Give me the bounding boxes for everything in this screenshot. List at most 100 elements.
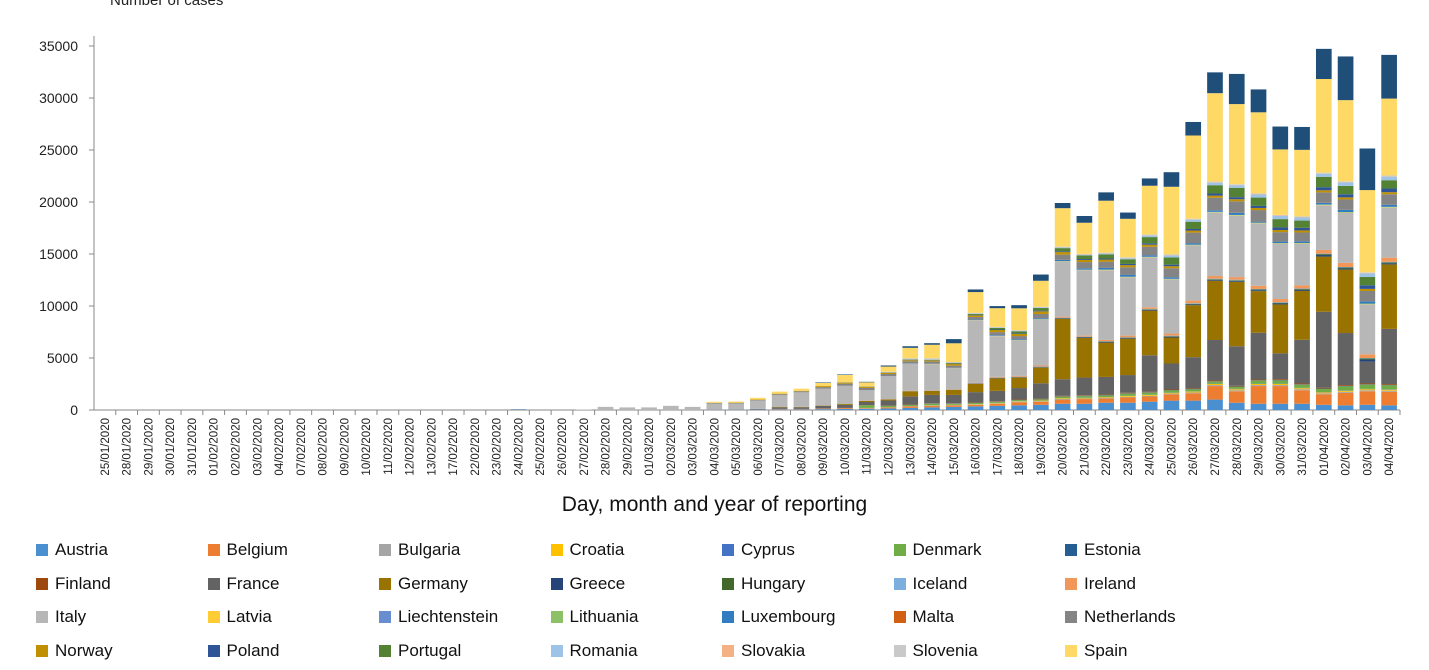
bar-segment [1033, 401, 1049, 405]
bar-segment [1207, 212, 1223, 277]
x-tick-label: 31/03/2020 [1297, 418, 1309, 476]
legend-label: Slovakia [741, 640, 806, 660]
bar-segment [902, 359, 919, 361]
bar-segment [1272, 303, 1289, 305]
bar-segment [1272, 304, 1289, 354]
bar-segment [1381, 175, 1397, 177]
bar-segment [1337, 267, 1354, 268]
bar-segment [1359, 301, 1376, 304]
bar-segment [1228, 390, 1245, 392]
x-tick-label: 05/03/2020 [731, 418, 743, 476]
x-tick-label: 28/03/2020 [1232, 418, 1244, 476]
bar-segment [880, 400, 897, 406]
bar-segment [510, 409, 527, 410]
bar-segment [945, 362, 962, 364]
bar-segment [1120, 393, 1136, 396]
x-tick-label: 17/02/2020 [448, 418, 460, 476]
bar-segment [1163, 279, 1180, 334]
bar-segment [1120, 338, 1136, 376]
bar-segment [1359, 384, 1376, 389]
legend-label: Germany [398, 573, 468, 593]
bar-segment [1120, 259, 1136, 264]
bar-segment [1033, 280, 1049, 307]
legend-swatch [379, 544, 391, 556]
bar-segment [1315, 254, 1332, 256]
bar-segment [1381, 328, 1397, 384]
bar-segment [1250, 386, 1267, 404]
bar-segment [750, 399, 766, 401]
bar-segment [1098, 267, 1114, 270]
bar-segment [1185, 393, 1202, 401]
bar-segment [1207, 278, 1223, 280]
bar-segment [575, 409, 592, 410]
legend-item: Netherlands [1065, 607, 1176, 627]
bar-segment [1294, 390, 1310, 404]
bar-segment [1163, 393, 1180, 395]
bar-segment [815, 409, 832, 410]
bar-segment [771, 394, 788, 396]
bar-segment [1315, 256, 1332, 312]
bar-segment [1207, 197, 1223, 211]
x-tick-label: 29/02/2020 [622, 418, 634, 476]
bar-segment [1033, 319, 1049, 366]
bar-segment [989, 405, 1006, 410]
legend-swatch [550, 644, 563, 657]
x-tick-label: 04/04/2020 [1384, 418, 1396, 476]
bar-segment [902, 360, 919, 362]
x-tick-label: 04/02/2020 [274, 418, 286, 476]
bar-segment [1120, 395, 1136, 397]
legend-item: Poland [207, 641, 279, 661]
bar-segment [924, 407, 940, 410]
bar-segment [1076, 395, 1093, 396]
x-tick-label: 15/03/2020 [949, 418, 961, 476]
bar-segment [1120, 263, 1136, 266]
bar-segment [945, 364, 962, 366]
legend-label: Portugal [398, 640, 462, 660]
legend-item: Estonia [1065, 540, 1141, 560]
x-tick-label: 04/03/2020 [709, 418, 721, 476]
bar-segment [1381, 257, 1397, 262]
bar-segment [1294, 227, 1310, 231]
bar-segment [1294, 217, 1310, 221]
bar-segment [1185, 391, 1202, 393]
bar-segment [837, 404, 853, 408]
x-tick-label: 14/03/2020 [927, 418, 939, 476]
y-tick-label: 30000 [39, 90, 78, 106]
bar-segment [1163, 257, 1180, 265]
bar-segment [1141, 237, 1158, 244]
bar-segment [1294, 384, 1310, 388]
x-tick-label: 02/04/2020 [1341, 418, 1353, 476]
bar-segment [1359, 285, 1376, 289]
bar-segment [858, 408, 875, 410]
bar-segment [619, 407, 636, 410]
bar-segment [967, 292, 984, 313]
bar-segment [1185, 388, 1202, 389]
bar-segment [858, 382, 875, 387]
bar-segment [1054, 399, 1071, 404]
legend-swatch [207, 577, 220, 590]
bar-segment [1337, 209, 1354, 213]
bar-segment [858, 400, 875, 402]
bar-segment [1337, 212, 1354, 213]
bar-segment [1228, 199, 1245, 202]
bar-segment [924, 394, 940, 404]
bar-segment [1163, 277, 1180, 279]
bar-segment [1207, 279, 1223, 281]
bar-segment [1141, 394, 1158, 396]
bar-segment [1141, 257, 1158, 308]
bar-segment [1185, 245, 1202, 301]
bar-segment [1141, 244, 1158, 247]
bar-segment [815, 382, 832, 383]
x-tick-label: 19/03/2020 [1036, 418, 1048, 476]
bar-segment [1098, 253, 1114, 255]
bar-segment [1272, 380, 1289, 384]
bar-segment [1098, 402, 1114, 410]
bar-segment [1337, 268, 1354, 270]
bar-segment [880, 372, 897, 375]
bar-segment [1228, 184, 1245, 185]
bar-segment [989, 335, 1006, 336]
bar-segment [1141, 310, 1158, 356]
bar-segment [945, 394, 962, 404]
bar-segment [1381, 390, 1397, 392]
y-tick-label: 5000 [47, 350, 78, 366]
